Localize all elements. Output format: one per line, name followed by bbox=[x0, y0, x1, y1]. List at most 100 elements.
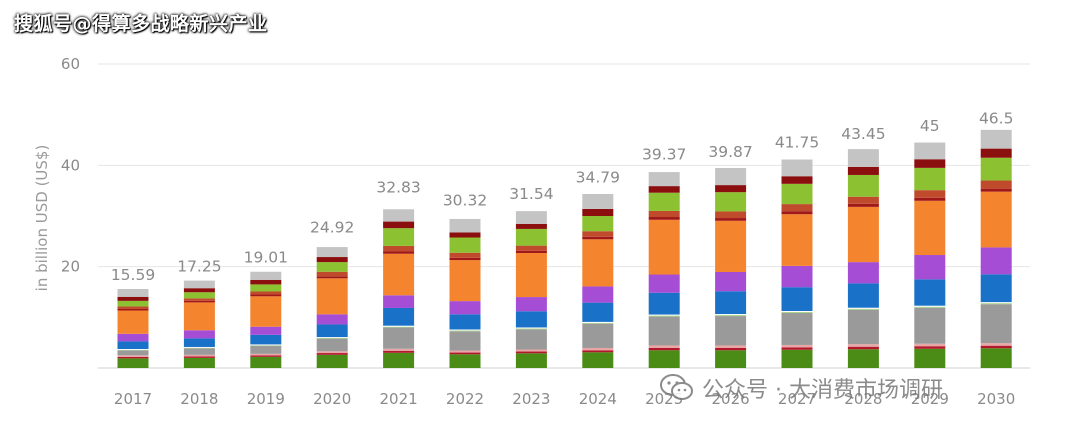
total-label: 34.79 bbox=[576, 169, 620, 187]
bar-stack bbox=[515, 211, 547, 368]
bar-segment-dark-red bbox=[980, 148, 1012, 158]
bar-segment-silver bbox=[183, 280, 215, 289]
bar-segment-red bbox=[316, 353, 348, 355]
bar-segment-blue bbox=[250, 334, 282, 345]
total-label: 45 bbox=[920, 117, 940, 135]
bar-segment-pink bbox=[914, 343, 946, 347]
bar-segment-pink bbox=[183, 354, 215, 357]
bar-segment-blue bbox=[183, 338, 215, 347]
bar-segment-white bbox=[183, 346, 215, 348]
bar-segment-orange bbox=[648, 219, 680, 275]
bar-stack bbox=[715, 168, 747, 368]
total-label: 32.83 bbox=[376, 179, 420, 197]
bar-segment-blue bbox=[715, 291, 747, 315]
bar-segment-white bbox=[383, 325, 415, 327]
bar-segment-gray bbox=[582, 323, 614, 348]
bar-segment-green bbox=[250, 356, 282, 368]
bar-segment-purple bbox=[449, 301, 481, 315]
bar-segment-brown-red bbox=[847, 196, 879, 204]
x-tick-label: 2022 bbox=[446, 390, 484, 408]
bar-segment-gray bbox=[250, 345, 282, 354]
bar-segment-brown-red bbox=[582, 231, 614, 237]
bar-segment-red bbox=[582, 350, 614, 353]
bar-segment-brown-red bbox=[648, 210, 680, 218]
bar-stack bbox=[648, 172, 680, 368]
bar-stack bbox=[582, 194, 614, 368]
watermark-bottom-text: 公众号 · 大消费市场调研 bbox=[702, 378, 943, 403]
bar-segment-brown-red bbox=[515, 245, 547, 251]
bar-segment-purple bbox=[914, 255, 946, 280]
bar-segment-red bbox=[648, 347, 680, 351]
bar-segment-dark-red-thin bbox=[383, 251, 415, 254]
bar-segment-silver bbox=[250, 271, 282, 280]
total-label: 15.59 bbox=[111, 266, 155, 284]
bar-segment-orange bbox=[316, 278, 348, 315]
bar-segment-white bbox=[117, 349, 149, 350]
bar-segment-purple bbox=[781, 265, 813, 288]
bar-segment-green bbox=[117, 358, 149, 368]
bar-segment-white bbox=[847, 307, 879, 309]
bar-segment-pink bbox=[449, 350, 481, 353]
total-labels: 15.59 17.25 19.01 24.92 32.83 30.32 31.54 34.79… bbox=[111, 109, 1014, 284]
bar-stack bbox=[781, 159, 813, 368]
y-tick-label: 60 bbox=[61, 55, 80, 73]
bar-segment-dark-red bbox=[449, 232, 481, 238]
bar-segment-dark-red-thin bbox=[847, 203, 879, 207]
bar-segment-gray bbox=[847, 309, 879, 345]
bar-segment-dark-red-thin bbox=[183, 300, 215, 303]
bar-segment-purple bbox=[383, 295, 415, 308]
bar-segment-pink bbox=[316, 351, 348, 354]
bar-segment-light-green bbox=[715, 315, 747, 317]
bar-segment-orange bbox=[781, 214, 813, 266]
bar-segment-dark-red bbox=[383, 221, 415, 229]
bar-segment-gray bbox=[715, 316, 747, 346]
x-tick-label: 2029 bbox=[911, 390, 949, 408]
bar-segment-lime bbox=[980, 157, 1012, 181]
bar-segment-brown-red bbox=[316, 271, 348, 277]
bar-stack bbox=[316, 247, 348, 368]
bar-segment-pink bbox=[117, 355, 149, 357]
bar-stack bbox=[250, 271, 282, 368]
bar-segment-silver bbox=[648, 172, 680, 187]
x-tick-label: 2017 bbox=[114, 390, 152, 408]
bar-segment-brown-red bbox=[914, 190, 946, 198]
bar-segment-light-green bbox=[250, 345, 282, 346]
x-tick-label: 2024 bbox=[579, 390, 617, 408]
x-tick-label: 2030 bbox=[977, 390, 1015, 408]
bar-segment-gray bbox=[980, 304, 1012, 344]
bar-segment-light-green bbox=[383, 326, 415, 328]
bar-segment-silver bbox=[117, 289, 149, 297]
watermark-bottom: 公众号 · 大消费市场调研 bbox=[660, 372, 943, 404]
bar-segment-lime bbox=[648, 192, 680, 211]
bar-segment-dark-red bbox=[183, 288, 215, 293]
bar-segment-light-green bbox=[316, 337, 348, 339]
x-tick-label: 2028 bbox=[844, 390, 882, 408]
bar-segment-orange bbox=[847, 206, 879, 263]
bar-segment-pink bbox=[515, 349, 547, 352]
bar-segment-white bbox=[582, 321, 614, 323]
bar-segment-white bbox=[914, 305, 946, 307]
bar-segment-brown-red bbox=[117, 306, 149, 309]
bar-segment-silver bbox=[914, 142, 946, 160]
bar-segment-green bbox=[781, 349, 813, 368]
x-tick-label: 2021 bbox=[380, 390, 418, 408]
bar-segment-red bbox=[781, 347, 813, 350]
bar-segment-lime bbox=[715, 192, 747, 212]
bar-segment-dark-red-thin bbox=[980, 188, 1012, 192]
bar-segment-silver bbox=[316, 247, 348, 258]
bar-segment-green bbox=[515, 353, 547, 368]
bar-segment-dark-red-thin bbox=[117, 308, 149, 311]
bar-segment-lime bbox=[383, 228, 415, 246]
bar-segment-pink bbox=[781, 344, 813, 348]
bar-segment-light-green bbox=[847, 308, 879, 310]
bar-segment-red bbox=[914, 346, 946, 349]
bar-segment-dark-red-thin bbox=[914, 197, 946, 201]
bar-segment-white bbox=[781, 311, 813, 313]
bar-segment-blue bbox=[914, 279, 946, 306]
bar-segment-orange bbox=[582, 239, 614, 287]
bar-segment-light-green bbox=[515, 328, 547, 330]
bar-segment-white bbox=[515, 327, 547, 329]
bar-segment-pink bbox=[582, 347, 614, 351]
bar-segment-dark-red bbox=[715, 185, 747, 193]
bar-segment-gray bbox=[316, 338, 348, 352]
